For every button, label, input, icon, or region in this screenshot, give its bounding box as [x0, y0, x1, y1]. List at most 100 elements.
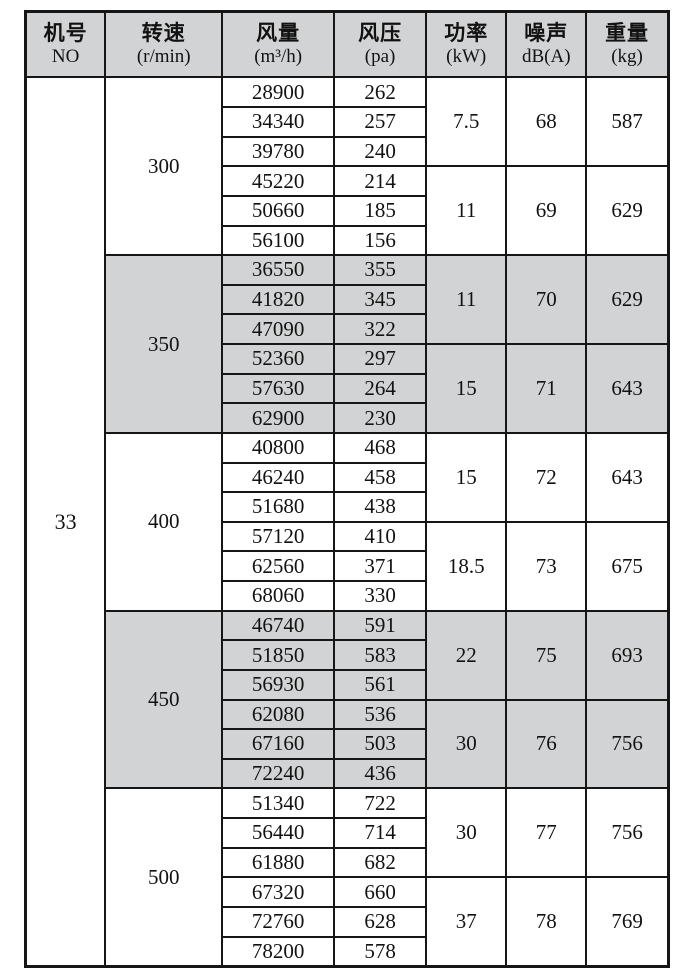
cell-speed-350: 350	[104, 254, 224, 434]
col-header-title: 风量	[256, 20, 301, 45]
cell-power: 30	[425, 787, 508, 879]
cell-pressure: 355	[333, 254, 428, 286]
cell-pressure: 297	[333, 343, 428, 375]
table-row: 350 36550 355 11 70 629	[26, 254, 670, 434]
cell-pressure: 436	[333, 757, 428, 790]
cell-weight: 675	[585, 520, 670, 612]
table-row: 39780 240	[26, 135, 669, 168]
table-row: 62900 230	[26, 402, 669, 434]
col-header-title: 转速	[141, 20, 186, 45]
col-header-unit: dB(A)	[521, 45, 571, 67]
cell-pressure: 264	[333, 372, 428, 405]
table-row: 51850 583	[26, 639, 669, 671]
cell-noise: 75	[505, 609, 588, 701]
cell-flow: 45220	[221, 165, 336, 197]
cell-flow: 52360	[221, 343, 336, 375]
cell-noise: 78	[505, 876, 588, 968]
table-row: 72760 628	[26, 905, 669, 938]
col-header-title: 重量	[605, 20, 650, 45]
header-row: 机号 NO 转速 (r/min) 风量 (m³/h) 风压 (pa) 功率 (k…	[24, 10, 670, 79]
cell-flow: 72240	[221, 757, 336, 790]
table-row: 41820 345	[26, 283, 669, 316]
cell-noise: 73	[505, 520, 588, 612]
cell-noise: 77	[505, 787, 588, 879]
cell-pressure: 591	[333, 609, 428, 642]
cell-pressure: 322	[333, 313, 428, 346]
cell-flow: 46740	[221, 609, 336, 642]
table-row: 33 300 28900 262 7.5 68 587	[24, 76, 670, 968]
table-row: 56440 714	[26, 817, 669, 849]
cell-flow: 62900	[221, 402, 336, 434]
col-header-pressure: 风压 (pa)	[333, 10, 428, 79]
cell-speed-500: 500	[104, 787, 224, 968]
cell-flow: 51680	[221, 491, 336, 523]
cell-pressure: 722	[333, 787, 428, 820]
col-header-weight: 重量 (kg)	[585, 10, 670, 79]
cell-power: 18.5	[425, 520, 508, 612]
col-header-title: 功率	[444, 20, 489, 45]
col-header-title: 噪声	[524, 20, 569, 45]
table-row: 51680 438	[26, 491, 669, 523]
cell-power: 11	[425, 254, 508, 346]
cell-pressure: 214	[333, 165, 428, 197]
cell-noise: 71	[505, 343, 588, 434]
cell-flow: 67320	[221, 876, 336, 908]
cell-pressure: 503	[333, 728, 428, 760]
cell-flow: 50660	[221, 194, 336, 227]
cell-weight: 629	[585, 165, 670, 257]
cell-pressure: 371	[333, 550, 428, 583]
cell-pressure: 714	[333, 817, 428, 849]
cell-power: 22	[425, 609, 508, 701]
table-row: 78200 578	[26, 935, 669, 968]
col-header-unit: NO	[51, 45, 80, 67]
cell-flow: 51850	[221, 639, 336, 671]
cell-flow: 62080	[221, 698, 336, 731]
document-page: 机号 NO 转速 (r/min) 风量 (m³/h) 风压 (pa) 功率 (k…	[24, 10, 670, 968]
cell-flow: 57630	[221, 372, 336, 405]
cell-flow: 56930	[221, 668, 336, 701]
table-row: 34340 257	[26, 106, 669, 138]
cell-power: 15	[425, 343, 508, 434]
cell-pressure: 468	[333, 431, 428, 464]
cell-weight: 629	[585, 254, 670, 346]
cell-pressure: 185	[333, 194, 428, 227]
cell-pressure: 536	[333, 698, 428, 731]
table-row: 68060 330	[26, 580, 669, 612]
cell-weight: 756	[585, 698, 670, 790]
cell-flow: 67160	[221, 728, 336, 760]
col-header-machine-no: 机号 NO	[24, 10, 107, 79]
cell-pressure: 458	[333, 461, 428, 494]
cell-pressure: 628	[333, 905, 428, 938]
col-header-airflow: 风量 (m³/h)	[221, 10, 336, 79]
cell-pressure: 240	[333, 135, 428, 168]
col-header-unit: (m³/h)	[254, 45, 303, 67]
cell-flow: 36550	[221, 254, 336, 286]
cell-machine-no: 33	[24, 76, 107, 968]
cell-flow: 47090	[221, 313, 336, 346]
cell-flow: 28900	[221, 76, 336, 109]
table-row: 45220 214 11 69 629	[26, 165, 670, 257]
col-header-title: 风压	[358, 20, 403, 45]
cell-weight: 769	[585, 876, 670, 968]
cell-flow: 51340	[221, 787, 336, 820]
col-header-power: 功率 (kW)	[425, 10, 508, 79]
cell-speed-450: 450	[104, 609, 224, 790]
cell-power: 30	[425, 698, 508, 790]
table-row: 62560 371	[26, 550, 669, 583]
table-row: 57630 264	[26, 372, 669, 405]
table-row: 72240 436	[26, 757, 669, 790]
cell-flow: 39780	[221, 135, 336, 168]
cell-pressure: 578	[333, 935, 428, 968]
cell-pressure: 156	[333, 224, 428, 257]
cell-pressure: 682	[333, 846, 428, 879]
table-row: 56930 561	[26, 668, 669, 701]
cell-flow: 41820	[221, 283, 336, 316]
cell-weight: 587	[585, 76, 670, 168]
table-row: 67320 660 37 78 769	[26, 876, 670, 968]
cell-pressure: 561	[333, 668, 428, 701]
cell-power: 7.5	[425, 76, 508, 168]
cell-flow: 56440	[221, 817, 336, 849]
table-row: 61880 682	[26, 846, 669, 879]
cell-weight: 643	[585, 431, 670, 523]
cell-weight: 756	[585, 787, 670, 879]
